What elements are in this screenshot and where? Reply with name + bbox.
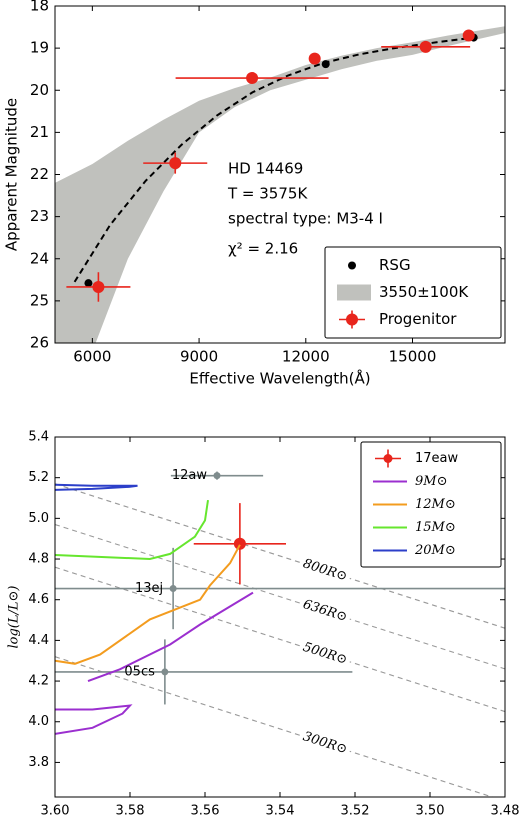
x-tick-label: 3.60 — [41, 804, 70, 819]
x-tick-label: 3.50 — [416, 804, 445, 819]
y-tick-label: 4.6 — [28, 592, 49, 607]
legend-marker — [383, 454, 393, 463]
legend-box — [360, 441, 502, 568]
track — [55, 499, 209, 561]
legend-label: 20M⊙ — [414, 543, 456, 558]
point — [84, 279, 93, 288]
radius-line — [55, 523, 505, 670]
progenitor-point — [462, 29, 475, 42]
object-label: 05cs — [124, 664, 155, 679]
annotation: χ² = 2.16 — [228, 240, 298, 258]
y-tick-label: 4.4 — [28, 633, 49, 648]
y-tick-label: 3.8 — [28, 755, 49, 770]
chart: 800R⊙ 636R⊙ 500R⊙ 300R⊙ 12aw 13ej 05cs 3.60 3.58… — [7, 430, 520, 819]
progenitor-point — [308, 52, 321, 65]
object-point — [169, 585, 177, 593]
x-tick-label: 12000 — [282, 348, 330, 366]
y-tick-label: 5.0 — [28, 511, 49, 526]
progenitor-point — [233, 537, 246, 550]
y-tick-label: 26 — [30, 334, 49, 352]
progenitor-point — [419, 40, 432, 53]
x-axis-label: Effective Wavelength(Å) — [189, 369, 370, 388]
track — [55, 544, 241, 665]
y-tick-label: 4.0 — [28, 714, 49, 729]
legend-label: 9M⊙ — [415, 474, 447, 489]
y-tick-label: 20 — [30, 81, 49, 99]
y-tick-label: 18 — [30, 0, 49, 15]
y-tick-label: 5.4 — [28, 430, 49, 445]
x-tick-label: 3.58 — [116, 804, 145, 819]
annotation: spectral type: M3-4 I — [228, 210, 383, 228]
y-axis-label: log(L/L⊙) — [7, 586, 22, 649]
radius-label-bg — [297, 726, 353, 760]
legend-marker — [348, 261, 356, 270]
object-point — [161, 668, 169, 676]
legend-marker — [337, 284, 371, 301]
fit-curve — [73, 36, 474, 283]
annotation: T = 3575K — [227, 185, 308, 203]
y-tick-label: 24 — [30, 249, 49, 267]
object-label: 13ej — [135, 581, 163, 596]
x-tick-label: 6000 — [73, 348, 111, 366]
object-label: 12aw — [172, 468, 208, 483]
legend-label: 17eaw — [415, 451, 459, 466]
x-tick-label: 3.54 — [266, 804, 295, 819]
y-tick-label: 21 — [30, 123, 49, 141]
y-tick-label: 19 — [30, 39, 49, 57]
legend-label: RSG — [379, 256, 411, 274]
chart: 6000 9000 12000 15000 18 19 20 21 22 23 24 25 26 Effe… — [3, 0, 506, 388]
annotation: HD 14469 — [228, 160, 303, 178]
progenitor-point — [246, 72, 259, 85]
radius-label: 800R⊙ — [301, 556, 349, 584]
plot-area — [55, 26, 505, 343]
y-tick-label: 25 — [30, 291, 49, 309]
radius-label-bg — [297, 637, 353, 671]
plot-area — [55, 471, 505, 797]
point — [321, 60, 330, 69]
band — [55, 26, 505, 343]
radius-label: 300R⊙ — [301, 729, 349, 757]
legend: RSG 3550±100K Progenitor — [324, 246, 502, 339]
y-tick-label: 22 — [30, 165, 49, 183]
legend-label: 12M⊙ — [415, 497, 456, 512]
radius-line — [55, 566, 505, 713]
progenitor-point — [169, 157, 182, 170]
y-axis-label: Apparent Magnitude — [3, 98, 21, 251]
radius-label-bg — [297, 594, 353, 628]
object-point — [213, 472, 221, 480]
legend-marker — [346, 313, 358, 326]
x-tick-label: 3.52 — [341, 804, 370, 819]
radius-label: 500R⊙ — [301, 640, 349, 668]
y-tick-label: 4.8 — [28, 552, 49, 567]
track — [55, 591, 254, 735]
x-tick-label: 3.48 — [491, 804, 520, 819]
x-tick-label: 9000 — [180, 348, 218, 366]
legend-label: 3550±100K — [379, 283, 469, 301]
track — [55, 483, 138, 491]
y-tick-label: 4.2 — [28, 674, 49, 689]
x-tick-label: 3.56 — [191, 804, 220, 819]
radius-label-bg — [297, 553, 353, 587]
radius-line — [55, 483, 505, 629]
legend: 17eaw 9M⊙ 12M⊙ 15M⊙ 20M⊙ — [360, 441, 502, 568]
radius-label: 636R⊙ — [301, 597, 349, 625]
radius-line — [55, 656, 495, 797]
x-tick-label: 15000 — [389, 348, 437, 366]
legend-label: Progenitor — [379, 310, 457, 328]
progenitor-point — [92, 280, 105, 293]
y-tick-label: 5.2 — [28, 470, 49, 485]
legend-label: 15M⊙ — [415, 520, 456, 535]
y-tick-label: 23 — [30, 207, 49, 225]
legend-box — [324, 246, 502, 339]
